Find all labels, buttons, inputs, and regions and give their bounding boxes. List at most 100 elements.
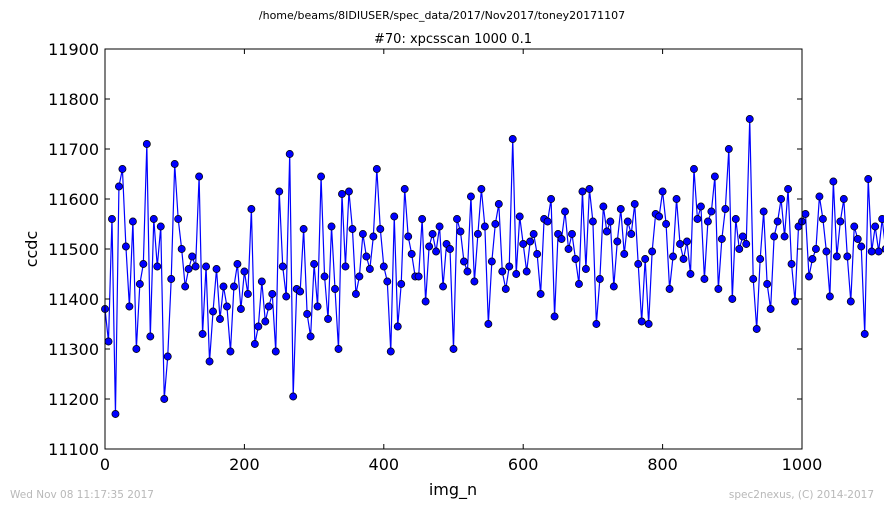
data-point [634,260,643,268]
data-point [839,195,848,203]
data-point [526,237,535,246]
data-point [745,115,754,123]
data-point [348,225,357,233]
data-point [759,207,768,216]
x-tick-label: 600 [508,455,539,474]
data-point [595,275,604,283]
data-point [268,290,277,298]
data-point [676,240,684,248]
data-point [118,165,127,173]
data-point [254,322,263,331]
data-point [111,410,120,418]
data-point [296,287,305,296]
y-tick-label: 11200 [48,390,99,409]
data-point [160,395,169,403]
data-point [630,200,639,208]
data-point [700,275,709,283]
data-point [571,255,580,263]
data-point [494,200,503,208]
data-point [805,272,813,281]
data-point [477,185,486,193]
data-point [135,280,144,288]
footer-credit: spec2nexus, (C) 2014-2017 [729,489,874,501]
data-point [195,172,204,181]
data-point [616,205,625,213]
x-tick-label: 800 [647,455,678,474]
data-point [303,310,312,318]
data-point [181,282,190,291]
data-point [285,150,294,158]
y-tick-label: 11900 [48,40,99,59]
data-point [752,325,761,333]
data-point [679,255,688,263]
data-point [191,262,200,271]
data-point [212,265,221,273]
data-point [487,257,496,266]
data-point [125,302,134,311]
data-point [815,192,824,201]
data-point [832,252,841,261]
data-point [334,345,343,353]
data-point [655,212,664,221]
data-point [836,217,845,226]
y-tick-label: 11600 [48,190,99,209]
data-point [808,255,817,263]
data-point [386,347,395,356]
data-point [275,187,284,196]
x-tick-label: 0 [100,455,110,474]
data-point [707,207,716,216]
data-point [390,212,399,221]
data-point [658,187,667,196]
data-point [216,315,224,323]
data-point [264,302,273,311]
x-tick-label: 200 [229,455,260,474]
data-point [522,267,531,276]
data-point [376,225,385,233]
data-point [247,205,256,213]
data-point [585,185,594,193]
data-point [456,227,465,236]
data-point [742,240,751,248]
data-point [683,237,691,246]
data-point [588,217,597,226]
data-point [299,225,308,233]
data-point [327,222,336,231]
y-tick-label: 11500 [48,240,99,259]
data-point [515,212,524,221]
data-point [787,260,796,268]
data-point [575,280,583,288]
data-point [568,230,576,238]
data-point [338,190,346,198]
data-point [696,202,705,211]
data-point [791,297,799,306]
data-point [878,215,884,223]
data-point [529,230,538,238]
data-point [581,265,590,273]
data-point [108,215,116,223]
footer-timestamp: Wed Nov 08 11:17:35 2017 [10,489,154,501]
data-point [310,260,319,268]
data-point [453,215,461,223]
data-point [223,302,231,311]
data-layer [101,115,884,418]
data-point [857,242,866,251]
data-point [289,392,298,401]
data-point [261,317,270,326]
data-point [662,220,671,228]
data-point [519,240,528,248]
data-point [209,307,217,316]
y-tick-label: 11100 [48,440,99,459]
data-point [721,205,730,213]
data-point [620,250,629,258]
data-point [163,352,172,361]
data-point [250,340,259,348]
data-point [710,172,719,181]
data-point [717,235,726,243]
data-point [561,207,569,216]
data-point [449,345,458,353]
data-point [846,297,855,306]
data-point [501,285,510,293]
data-point [404,232,413,241]
data-point [874,247,883,256]
